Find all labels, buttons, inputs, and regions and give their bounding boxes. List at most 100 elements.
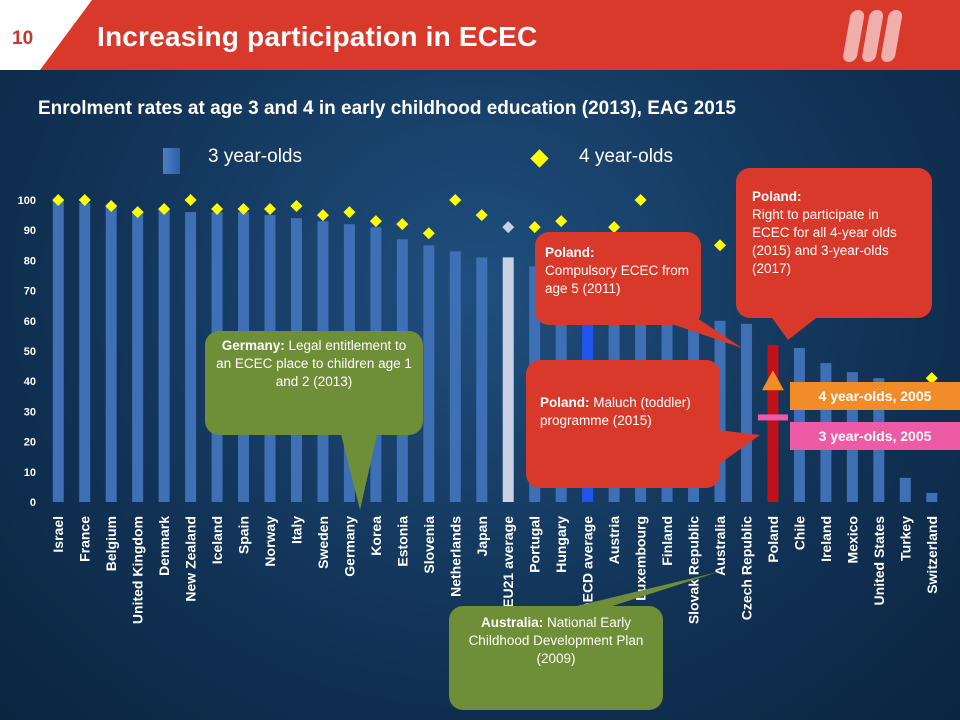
x-tick-label: Korea xyxy=(368,516,384,556)
point-4yo-netherlands xyxy=(449,194,462,206)
callout-poland-maluch-pointer xyxy=(718,430,760,465)
callout-poland3-bold: Poland: xyxy=(540,395,590,410)
point-4yo-germany xyxy=(343,206,356,219)
bar-3yo-switzerland xyxy=(926,492,938,502)
bar-3yo-japan xyxy=(476,257,488,502)
callout-poland-compulsory-pointer xyxy=(660,320,742,348)
x-tick-label: Iceland xyxy=(209,516,225,564)
bar-3yo-australia xyxy=(714,320,726,502)
point-4yo-hungary xyxy=(555,215,568,228)
x-tick-label: Italy xyxy=(288,516,304,544)
y-tick-label: 20 xyxy=(24,437,36,449)
x-tick-label: Czech Republic xyxy=(738,516,754,620)
point-4yo-japan xyxy=(475,209,488,222)
x-tick-label: Netherlands xyxy=(447,516,463,597)
callout-australia-text: National Early Childhood Development Pla… xyxy=(468,615,644,666)
chart-subtitle: Enrolment rates at age 3 and 4 in early … xyxy=(38,98,736,119)
bar-3yo-eu21-average xyxy=(502,257,514,502)
point-4yo-iceland xyxy=(211,203,224,216)
title-banner xyxy=(40,0,960,70)
point-4yo-norway xyxy=(264,203,276,216)
bar-3yo-denmark xyxy=(158,209,170,502)
callout-germany: Germany: Legal entitlement to an ECEC pl… xyxy=(205,331,423,435)
point-4yo-portugal xyxy=(528,221,541,234)
x-tick-label: Spain xyxy=(236,516,252,554)
point-4yo-spain xyxy=(237,203,250,216)
bar-3yo-netherlands xyxy=(449,251,461,502)
x-tick-label: France xyxy=(77,516,93,562)
x-tick-label: Luxembourg xyxy=(633,516,649,601)
x-tick-label: United States xyxy=(871,516,887,606)
x-tick-label: OECD average xyxy=(580,516,596,613)
bar-3yo-czech-republic xyxy=(740,323,752,502)
point-4yo-switzerland xyxy=(925,372,938,385)
point-4yo-australia xyxy=(714,239,726,252)
point-4yo-denmark xyxy=(158,203,171,216)
callout-australia-pointer xyxy=(560,572,718,610)
callout-poland3-text: Maluch (toddler) programme (2015) xyxy=(540,395,691,428)
x-tick-label: Sweden xyxy=(315,516,331,569)
x-tick-label: Slovak Republic xyxy=(686,516,702,624)
y-tick-label: 50 xyxy=(24,346,36,358)
x-tick-label: Germany xyxy=(341,516,357,577)
bar-3yo-belgium xyxy=(105,206,117,503)
point-4yo-new-zealand xyxy=(184,194,197,206)
callout-poland-maluch: Poland: Maluch (toddler) programme (2015… xyxy=(526,360,720,488)
callout-poland2-bold: Poland: xyxy=(752,189,802,204)
slide-number: 10 xyxy=(12,28,34,49)
x-tick-label: Belgium xyxy=(103,516,119,571)
y-tick-label: 30 xyxy=(24,406,36,418)
x-tick-label: Portugal xyxy=(527,516,543,573)
tag-3yo-2005: 3 year-olds, 2005 xyxy=(790,422,960,450)
point-4yo-italy xyxy=(290,200,303,213)
legend-label-3yo: 3 year-olds xyxy=(208,146,302,167)
x-tick-label: Australia xyxy=(712,516,728,576)
point-4yo-slovenia xyxy=(422,227,435,240)
poland-2005-4yo-marker xyxy=(761,370,784,391)
callout-australia: Australia: National Early Childhood Deve… xyxy=(449,606,663,710)
bar-3yo-turkey xyxy=(899,477,911,502)
point-4yo-united-kingdom xyxy=(131,206,144,219)
point-4yo-austria xyxy=(608,221,621,234)
oecd-logo xyxy=(843,10,903,62)
x-tick-label: EU21 average xyxy=(500,516,516,608)
y-tick-label: 0 xyxy=(30,497,36,509)
tag-4yo-2005: 4 year-olds, 2005 xyxy=(790,382,960,410)
y-tick-label: 40 xyxy=(24,376,36,388)
y-tick-label: 100 xyxy=(18,195,36,207)
callout-australia-bold: Australia: xyxy=(480,615,544,630)
bar-3yo-united-kingdom xyxy=(132,212,144,502)
point-4yo-belgium xyxy=(105,200,118,213)
point-4yo-france xyxy=(78,194,91,206)
point-4yo-korea xyxy=(369,215,382,228)
x-tick-label: Denmark xyxy=(156,516,172,576)
bar-3yo-israel xyxy=(52,200,64,502)
y-tick-label: 80 xyxy=(24,255,36,267)
x-tick-label: Mexico xyxy=(844,516,860,563)
x-tick-label: Finland xyxy=(659,516,675,566)
point-4yo-luxembourg xyxy=(634,194,647,206)
bar-3yo-poland xyxy=(767,344,779,502)
x-tick-label: Switzerland xyxy=(924,516,940,594)
point-4yo-israel xyxy=(52,194,65,206)
x-tick-label: Ireland xyxy=(818,516,834,562)
y-tick-label: 70 xyxy=(24,286,36,298)
callout-poland-right: Poland: Right to participate in ECEC for … xyxy=(736,168,932,318)
callout-germany-text: Legal entitlement to an ECEC place to ch… xyxy=(216,338,412,389)
bar-3yo-slovenia xyxy=(423,245,435,503)
poland-2005-3yo-marker xyxy=(757,414,788,421)
x-tick-label: Austria xyxy=(606,516,622,564)
x-tick-label: Hungary xyxy=(553,516,569,573)
x-tick-label: Israel xyxy=(50,516,66,553)
callout-poland-right-pointer xyxy=(770,315,820,340)
x-tick-label: New Zealand xyxy=(183,516,199,602)
callout-poland-compulsory: Poland: Compulsory ECEC from age 5 (2011) xyxy=(535,232,701,325)
bar-3yo-new-zealand xyxy=(185,212,197,502)
legend-swatch-3yo xyxy=(163,148,180,174)
x-tick-label: Estonia xyxy=(394,516,410,567)
x-tick-label: Chile xyxy=(791,516,807,550)
x-tick-label: Norway xyxy=(262,516,278,567)
x-tick-label: Poland xyxy=(765,516,781,563)
point-4yo-sweden xyxy=(316,209,329,222)
point-4yo-eu21-average xyxy=(502,221,515,234)
